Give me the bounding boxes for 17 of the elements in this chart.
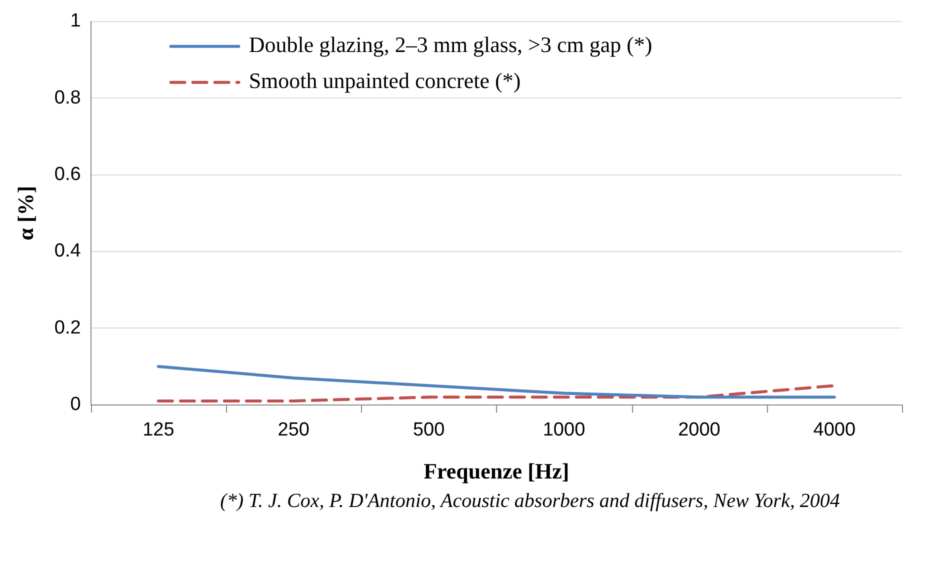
legend-label: Smooth unpainted concrete (*) — [248, 68, 521, 94]
y-tick-label: 0.4 — [54, 240, 82, 262]
y-axis-title: α [%] — [12, 186, 38, 240]
legend-label: Double glazing, 2–3 mm glass, >3 cm gap (*) — [248, 32, 652, 58]
y-tick-label: 0.2 — [54, 317, 81, 338]
text: (*) T. J. Cox, P. D'Antonio, Acoustic absorbers and diffusers, New York, 2004 — [219, 489, 841, 514]
y-tick-label: 0.6 — [54, 164, 81, 185]
x-axis-title: Frequenze [Hz] — [424, 458, 570, 484]
x-tick-label: 2000 — [678, 419, 720, 440]
x-tick-label: 125 — [142, 419, 174, 440]
x-tick-label: 500 — [412, 419, 445, 440]
y-tick-label: 1 — [70, 10, 81, 32]
x-tick-label: 250 — [278, 419, 310, 440]
x-tick-label: 1000 — [542, 419, 586, 440]
x-tick-label: 4000 — [813, 419, 856, 440]
y-tick-label: 0 — [70, 394, 81, 416]
y-tick-label: 0.8 — [54, 87, 81, 108]
